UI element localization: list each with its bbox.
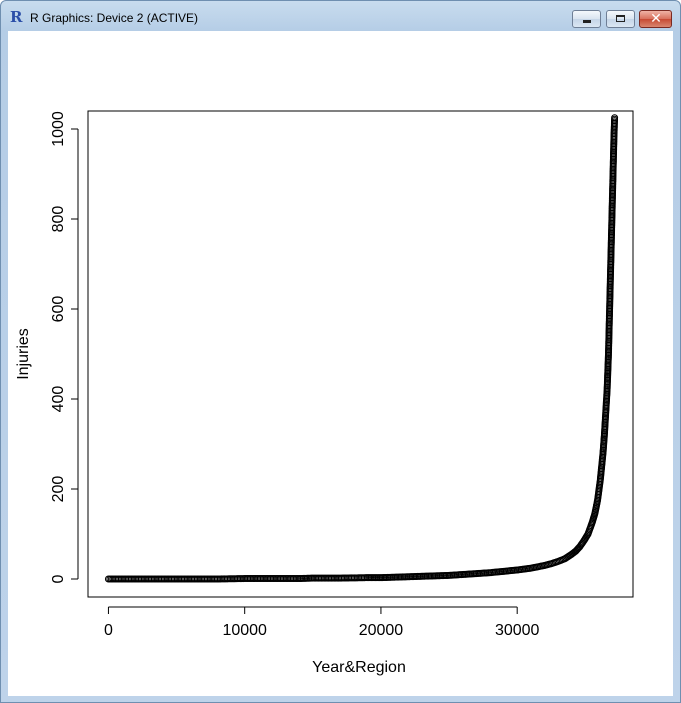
maximize-icon [616,15,625,22]
minimize-icon [583,20,591,23]
window-title: R Graphics: Device 2 (ACTIVE) [30,11,199,25]
x-tick-label: 10000 [222,622,267,639]
data-point [611,114,619,122]
y-tick-label: 600 [50,296,67,323]
y-axis-label: Injuries [15,328,32,380]
x-tick-label: 30000 [495,622,540,639]
x-axis-label: Year&Region [312,659,406,676]
close-icon: ✕ [650,11,662,27]
r-logo-icon: R [10,8,23,26]
scatter-plot: 0 10000 20000 30000 0 200 400 600 800 1000 Year&… [15,110,634,676]
plot-frame [87,110,634,598]
y-axis: 0 200 400 600 800 1000 [50,111,79,583]
minimize-button[interactable] [572,10,601,28]
points-layer [104,114,619,583]
graphics-device-canvas: 0 10000 20000 30000 0 200 400 600 800 1000 Year&… [8,31,673,696]
x-tick-label: 0 [104,622,113,639]
title-bar[interactable]: R R Graphics: Device 2 (ACTIVE) ✕ [1,1,680,31]
close-button[interactable]: ✕ [639,10,672,28]
x-axis: 0 10000 20000 30000 [104,606,540,639]
y-tick-label: 1000 [50,111,67,147]
y-tick-label: 800 [50,206,67,233]
y-tick-label: 400 [50,386,67,413]
y-tick-label: 200 [50,476,67,503]
y-tick-label: 0 [50,574,67,583]
maximize-button[interactable] [606,10,635,28]
x-tick-label: 20000 [359,622,404,639]
